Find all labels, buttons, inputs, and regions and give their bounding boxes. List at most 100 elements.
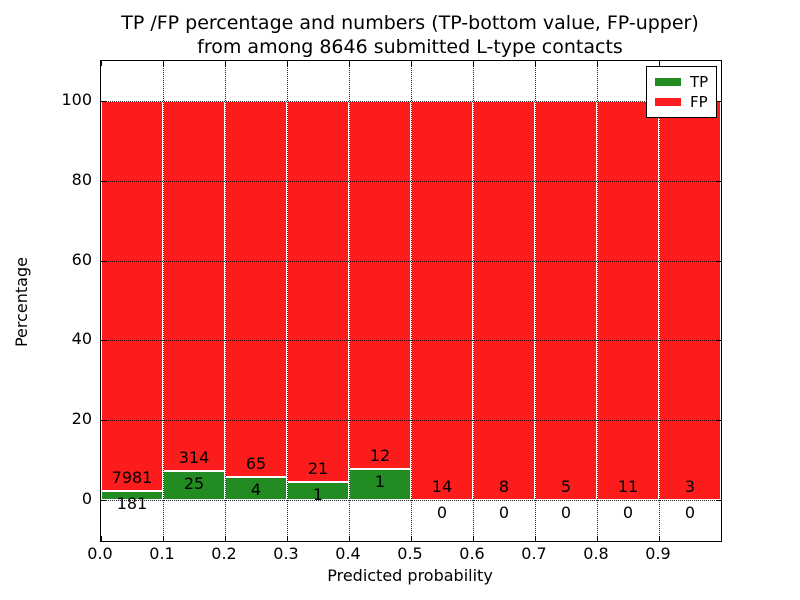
x-axis-label: Predicted probability: [327, 566, 493, 585]
x-tick-label: 0.1: [149, 544, 175, 563]
y-tick-mark: [716, 101, 721, 102]
x-tick-label: 0.5: [397, 544, 423, 563]
x-tick-mark: [163, 536, 164, 541]
bar-fp: [163, 101, 225, 471]
tp-count-label: 0: [684, 503, 696, 522]
chart-title: TP /FP percentage and numbers (TP-bottom…: [100, 11, 720, 59]
x-tick-mark: [349, 536, 350, 541]
x-tick-mark: [597, 61, 598, 66]
legend-label-fp: FP: [690, 92, 708, 111]
tp-count-label: 0: [498, 503, 510, 522]
x-tick-mark: [163, 61, 164, 66]
x-tick-mark: [659, 536, 660, 541]
y-tick-mark: [101, 260, 106, 262]
tp-count-label: 1: [312, 484, 324, 504]
bar-fp: [101, 101, 163, 492]
x-tick-mark: [535, 61, 536, 66]
chart-title-line1: TP /FP percentage and numbers (TP-bottom…: [121, 12, 699, 34]
gridline-vertical: [287, 61, 288, 541]
tp-count-label: 0: [560, 503, 572, 522]
gridline-vertical: [535, 61, 536, 541]
bar-fp: [659, 101, 721, 500]
gridline-vertical: [597, 61, 598, 541]
x-tick-mark: [473, 61, 474, 66]
y-tick-label: 40: [71, 329, 92, 349]
gridline-horizontal: [101, 180, 721, 182]
x-tick-label: 0.7: [521, 544, 547, 563]
bar-fp: [535, 101, 597, 500]
y-axis-label: Percentage: [12, 257, 31, 348]
bar-tp: [163, 470, 225, 500]
y-tick-mark: [716, 260, 721, 262]
fp-count-label: 65: [245, 453, 267, 473]
gridline-vertical: [411, 61, 412, 541]
bar-fp: [287, 101, 349, 482]
y-tick-mark: [101, 500, 106, 501]
x-tick-mark: [225, 61, 226, 66]
x-tick-mark: [473, 536, 474, 541]
y-tick-mark: [101, 420, 106, 422]
y-tick-mark: [101, 180, 106, 182]
fp-count-label: 14: [431, 477, 453, 496]
tp-count-label: 181: [116, 494, 148, 514]
x-tick-mark: [225, 536, 226, 541]
y-tick-mark: [101, 101, 106, 102]
gridline-vertical: [473, 61, 474, 541]
bar-fp: [597, 101, 659, 500]
bar-tp: [101, 491, 163, 500]
legend-item-tp: TP: [655, 72, 708, 92]
x-tick-label: 0.4: [335, 544, 361, 563]
fp-swatch-icon: [655, 98, 681, 106]
chart-title-line2: from among 8646 submitted L-type contact…: [197, 36, 623, 58]
y-tick-mark: [101, 340, 106, 342]
gridline-horizontal: [101, 101, 721, 102]
fp-count-label: 11: [617, 477, 639, 496]
fp-count-label: 12: [369, 446, 391, 466]
y-tick-label: 0: [81, 489, 92, 508]
y-tick-label: 20: [71, 409, 92, 429]
x-tick-label: 0.9: [645, 544, 671, 563]
y-tick-mark: [716, 420, 721, 422]
y-tick-mark: [716, 180, 721, 182]
tp-count-label: 25: [183, 473, 205, 493]
fp-count-label: 8: [498, 477, 510, 496]
fp-count-label: 314: [178, 447, 210, 467]
fp-count-label: 5: [560, 477, 572, 496]
legend-label-tp: TP: [690, 72, 709, 91]
y-tick-label: 80: [71, 169, 92, 189]
x-tick-mark: [659, 61, 660, 66]
legend-item-fp: FP: [655, 92, 708, 112]
tp-count-label: 1: [374, 472, 386, 492]
x-tick-mark: [535, 536, 536, 541]
bar-fp: [473, 101, 535, 500]
x-tick-mark: [101, 61, 102, 66]
x-tick-mark: [287, 536, 288, 541]
gridline-vertical: [349, 61, 350, 541]
gridline-horizontal: [101, 500, 721, 501]
y-tick-mark: [716, 340, 721, 342]
x-tick-mark: [287, 61, 288, 66]
x-tick-label: 0.3: [273, 544, 299, 563]
x-tick-mark: [411, 61, 412, 66]
gridline-horizontal: [101, 340, 721, 342]
gridline-vertical: [659, 61, 660, 541]
x-tick-label: 0.8: [583, 544, 609, 563]
tp-count-label: 0: [622, 503, 634, 522]
x-tick-label: 0.0: [87, 544, 113, 563]
x-tick-label: 0.6: [459, 544, 485, 563]
bar-fp: [225, 101, 287, 477]
tp-count-label: 4: [250, 479, 262, 499]
bar-fp: [349, 101, 411, 470]
bar-fp: [411, 101, 473, 500]
y-tick-mark: [716, 500, 721, 501]
y-tick-label: 100: [61, 90, 92, 109]
plot-area: 7981 181 314 25 65 4 21 1 12 1 14 0 8 0 5 0 11 0 3 0: [100, 60, 722, 542]
gridline-vertical: [225, 61, 226, 541]
gridline-vertical: [163, 61, 164, 541]
tp-swatch-icon: [655, 78, 681, 86]
x-tick-mark: [411, 536, 412, 541]
fp-count-label: 3: [684, 477, 696, 496]
x-tick-mark: [349, 61, 350, 66]
fp-count-label: 21: [307, 458, 329, 478]
